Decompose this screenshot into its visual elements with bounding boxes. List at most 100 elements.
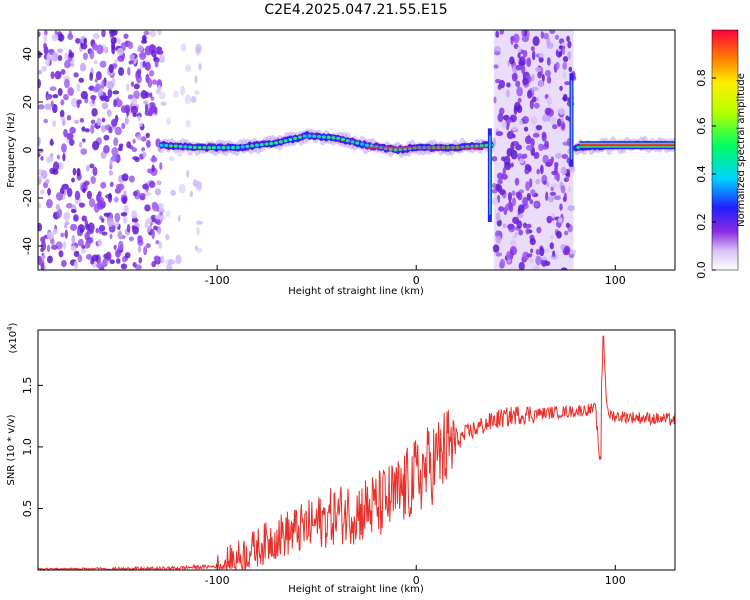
noise-blob bbox=[78, 141, 83, 148]
spectrogram-y-label: Frequency (Hz) bbox=[6, 112, 17, 188]
noise-blob bbox=[74, 190, 81, 201]
noise-blob bbox=[99, 95, 105, 100]
noise-blob bbox=[73, 214, 79, 222]
noise-blob bbox=[130, 97, 137, 107]
colorbar-tick-label: 0.4 bbox=[695, 165, 708, 183]
noise-blob bbox=[154, 214, 162, 220]
noise-blob bbox=[57, 87, 63, 97]
noise-blob bbox=[89, 85, 94, 91]
noise-blob bbox=[518, 229, 524, 236]
spectrogram-x-ticks: -100 0 100 bbox=[205, 265, 626, 287]
noise-blob bbox=[562, 71, 567, 79]
noise-blob bbox=[120, 105, 128, 114]
noise-blob bbox=[562, 93, 568, 102]
noise-blob bbox=[60, 259, 67, 268]
noise-blob bbox=[196, 247, 203, 253]
noise-blob bbox=[562, 196, 567, 202]
noise-blob bbox=[563, 230, 569, 236]
x-tick-label: 100 bbox=[605, 574, 626, 587]
noise-blob bbox=[152, 45, 157, 51]
noise-blob bbox=[43, 42, 47, 50]
noise-blob bbox=[137, 69, 141, 78]
noise-blob bbox=[57, 54, 63, 62]
noise-blob bbox=[54, 70, 62, 80]
noise-blob bbox=[549, 242, 554, 250]
noise-blob bbox=[60, 99, 65, 106]
noise-blob bbox=[97, 200, 105, 210]
noise-blob bbox=[120, 263, 128, 270]
signal-highlight bbox=[240, 145, 245, 149]
noise-blob bbox=[543, 32, 549, 40]
noise-blob bbox=[80, 148, 88, 155]
noise-blob bbox=[90, 124, 95, 134]
noise-blob bbox=[153, 255, 160, 261]
noise-blob bbox=[60, 68, 66, 75]
noise-blob bbox=[45, 178, 50, 185]
noise-blob bbox=[159, 255, 165, 264]
noise-blob bbox=[86, 165, 90, 172]
noise-blob bbox=[521, 30, 525, 37]
noise-blob bbox=[114, 221, 120, 228]
noise-blob bbox=[78, 202, 85, 208]
noise-blob bbox=[100, 125, 106, 133]
noise-blob bbox=[535, 248, 540, 256]
noise-blob bbox=[103, 134, 110, 141]
noise-blob bbox=[540, 256, 548, 261]
noise-blob bbox=[196, 220, 203, 225]
noise-blob bbox=[549, 234, 554, 240]
noise-blob bbox=[497, 84, 502, 91]
noise-blob bbox=[547, 115, 551, 123]
noise-blob bbox=[158, 240, 163, 249]
signal-highlight bbox=[331, 136, 336, 140]
noise-blob bbox=[115, 249, 121, 258]
noise-blob bbox=[539, 164, 544, 175]
noise-blob bbox=[149, 69, 155, 77]
noise-blob bbox=[149, 30, 157, 38]
noise-blob bbox=[38, 202, 42, 209]
noise-blob bbox=[82, 138, 86, 143]
noise-blob bbox=[526, 193, 531, 201]
signal-highlight bbox=[164, 143, 169, 148]
noise-blob bbox=[71, 177, 75, 183]
snr-panel: -100 0 100 0.5 1.0 1.5 Height of straight li… bbox=[6, 322, 676, 595]
noise-blob bbox=[511, 197, 516, 207]
noise-blob bbox=[110, 30, 116, 34]
noise-blob bbox=[129, 53, 135, 61]
noise-blob bbox=[45, 95, 52, 100]
noise-blob bbox=[95, 227, 100, 234]
noise-blob bbox=[507, 192, 512, 202]
noise-blob bbox=[138, 256, 143, 264]
noise-blob bbox=[538, 52, 545, 58]
noise-blob bbox=[123, 33, 129, 39]
noise-blob bbox=[153, 225, 158, 231]
noise-blob bbox=[531, 86, 539, 91]
noise-blob bbox=[137, 115, 141, 122]
noise-blob bbox=[542, 154, 549, 164]
noise-blob bbox=[79, 117, 85, 123]
noise-blob bbox=[72, 167, 77, 176]
noise-blob bbox=[115, 184, 122, 189]
noise-blob bbox=[560, 166, 567, 175]
noise-blob bbox=[38, 50, 42, 59]
noise-blob bbox=[562, 62, 567, 70]
noise-blob bbox=[185, 119, 191, 128]
noise-blob bbox=[94, 78, 98, 83]
noise-blob bbox=[40, 169, 48, 180]
noise-blob bbox=[137, 245, 142, 253]
noise-blob bbox=[52, 161, 60, 172]
colorbar-tick-label: 0.0 bbox=[695, 261, 708, 279]
noise-blob bbox=[502, 223, 507, 229]
signal-highlight bbox=[159, 143, 164, 147]
noise-blob bbox=[555, 61, 560, 70]
noise-blob bbox=[567, 186, 571, 193]
noise-blob bbox=[103, 144, 110, 154]
noise-blob bbox=[126, 107, 130, 118]
noise-blob bbox=[154, 60, 159, 68]
signal-highlight bbox=[345, 139, 350, 143]
noise-blob bbox=[77, 238, 84, 247]
snr-series-line bbox=[38, 335, 675, 570]
noise-blob bbox=[81, 247, 86, 254]
noise-blob bbox=[523, 126, 529, 132]
noise-blob bbox=[159, 162, 163, 171]
